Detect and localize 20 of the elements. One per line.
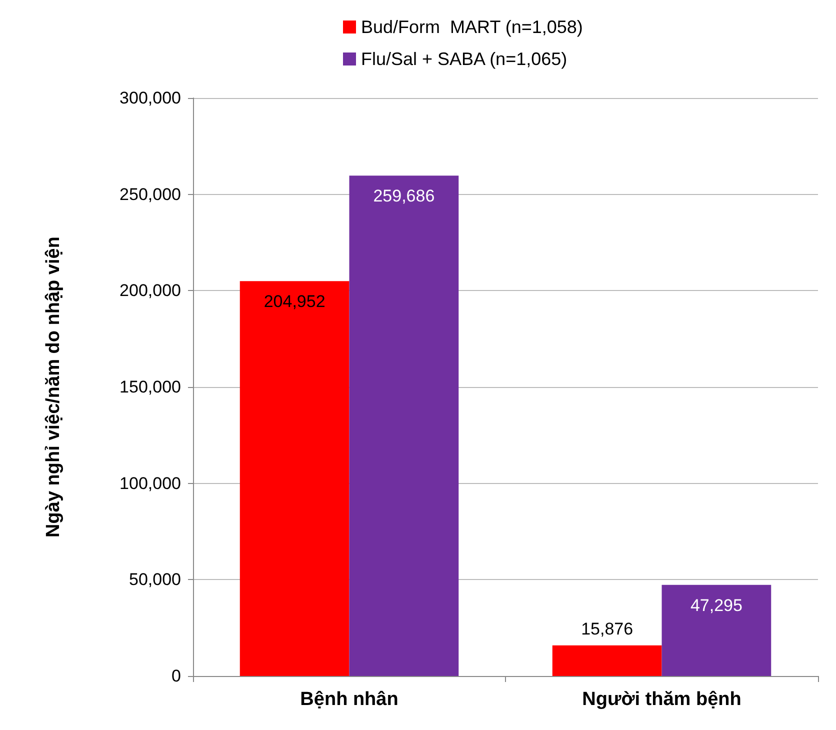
y-tick-label: 50,000	[129, 570, 181, 590]
data-label: 15,876	[581, 619, 634, 638]
data-label: 47,295	[690, 596, 742, 615]
y-tick-label: 0	[172, 666, 181, 686]
legend-label: Flu/Sal + SABA (n=1,065)	[361, 49, 568, 69]
bar	[349, 176, 459, 676]
y-tick-label: 150,000	[120, 378, 181, 396]
x-tick-label: Người thăm bệnh	[582, 689, 742, 710]
x-tick-label: Bệnh nhân	[300, 689, 398, 710]
bar	[662, 584, 772, 676]
data-label: 259,686	[373, 186, 435, 206]
legend-label: Bud/Form MART (n=1,058)	[361, 17, 583, 37]
y-axis-title: Ngày nghỉ việc/năm do nhập viện	[43, 236, 64, 538]
y-tick-label: 100,000	[120, 474, 181, 493]
data-label: 204,952	[264, 292, 326, 312]
y-tick-label: 200,000	[120, 281, 181, 300]
bar	[552, 645, 662, 676]
y-tick-label: 300,000	[120, 88, 181, 108]
bar	[240, 281, 350, 676]
y-tick-label: 250,000	[120, 184, 181, 204]
